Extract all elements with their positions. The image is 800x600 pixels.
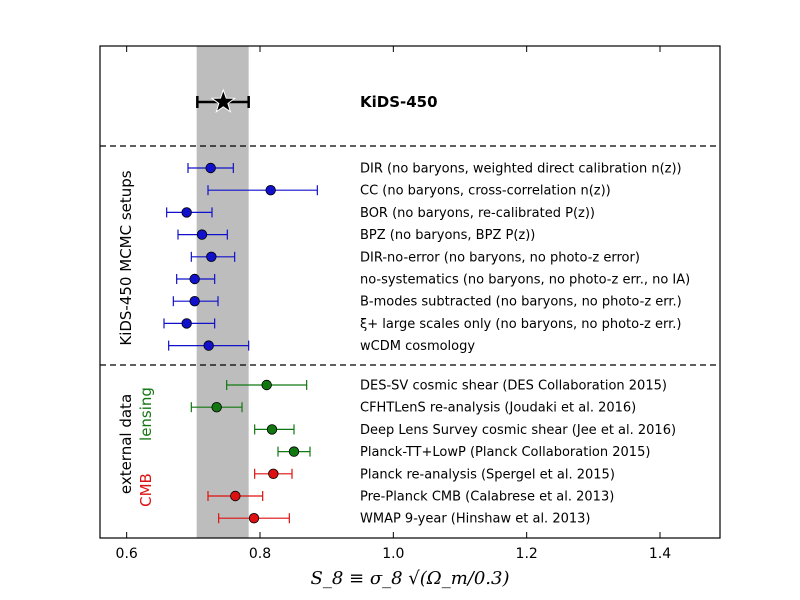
plot-frame [99,45,721,539]
row-label: WMAP 9-year (Hinshaw et al. 2013) [360,512,590,527]
row-label: CFHTLenS re-analysis (Joudaki et al. 201… [360,401,636,416]
row-label: BPZ (no baryons, BPZ P(z)) [360,228,535,243]
data-point [261,379,272,391]
data-point [181,207,192,218]
row-label: no-systematics (no baryons, no photo-z e… [360,273,690,288]
data-point [206,251,217,262]
data-point [248,513,260,524]
data-point [265,184,276,196]
data-point [189,296,200,307]
row-label: DIR (no baryons, weighted direct calibra… [360,162,682,177]
x-axis-label: S_8 ≡ σ_8 √(Ω_m/0.3) [311,568,510,589]
x-tick-label: 1.2 [516,546,538,562]
data-point [205,162,216,174]
x-tick-label: 0.8 [249,546,271,562]
data-point [211,402,222,413]
x-axis: 0.6 0.8 1.0 1.2 1.4 [116,46,671,562]
group-label-cmb: CMB [137,473,155,507]
group-label-lensing: lensing [137,387,155,441]
row-label: wCDM cosmology [360,339,475,354]
row-label: Pre-Planck CMB (Calabrese et al. 2013) [360,490,614,505]
reference-label: KiDS-450 [360,93,438,111]
data-point [230,490,241,502]
reference-star-icon [210,88,237,113]
row-label: DIR-no-error (no baryons, no photo-z err… [360,250,640,265]
row-label: CC (no baryons, cross-correlation n(z)) [360,184,611,199]
data-point [196,229,208,240]
row-label: DES-SV cosmic shear (DES Collaboration 2… [360,379,667,394]
row-label: Planck re-analysis (Spergel et al. 2015) [360,467,615,482]
row-label: ξ+ large scales only (no baryons, no pho… [360,317,681,332]
row-label: Deep Lens Survey cosmic shear (Jee et al… [360,423,676,438]
data-marks [163,88,318,524]
x-tick-label: 1.0 [382,546,404,562]
data-point [189,273,200,285]
row-label: BOR (no baryons, re-calibrated P(z)) [360,206,595,221]
x-tick-label: 1.4 [649,546,671,562]
row-label: B-modes subtracted (no baryons, no photo… [360,295,682,310]
data-point [268,468,279,480]
row-labels: DIR (no baryons, weighted direct calibra… [360,162,690,527]
group-label-external-data: external data [117,394,135,494]
kids450-confidence-band [196,46,249,538]
section-dividers [100,145,720,366]
x-tick-label: 0.6 [116,546,138,562]
row-label: Planck-TT+LowP (Planck Collaboration 201… [360,445,650,460]
data-point [266,424,278,435]
data-point [203,340,214,351]
data-point [181,318,192,329]
data-point [288,446,300,457]
group-label-mcmc: KiDS-450 MCMC setups [117,170,135,345]
